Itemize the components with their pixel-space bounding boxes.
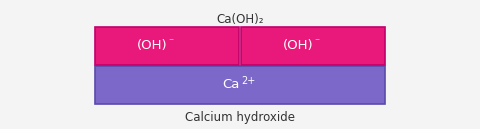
Bar	[95, 66, 385, 104]
Text: ⁻: ⁻	[168, 37, 173, 47]
Text: Ca(OH)₂: Ca(OH)₂	[216, 13, 264, 26]
Text: 2+: 2+	[241, 76, 255, 86]
Text: Ca: Ca	[223, 79, 240, 91]
Text: (OH): (OH)	[282, 39, 313, 53]
Text: ⁻: ⁻	[314, 37, 319, 47]
Text: Calcium hydroxide: Calcium hydroxide	[185, 111, 295, 124]
Text: (OH): (OH)	[136, 39, 167, 53]
Bar	[241, 27, 385, 65]
Bar	[95, 27, 239, 65]
